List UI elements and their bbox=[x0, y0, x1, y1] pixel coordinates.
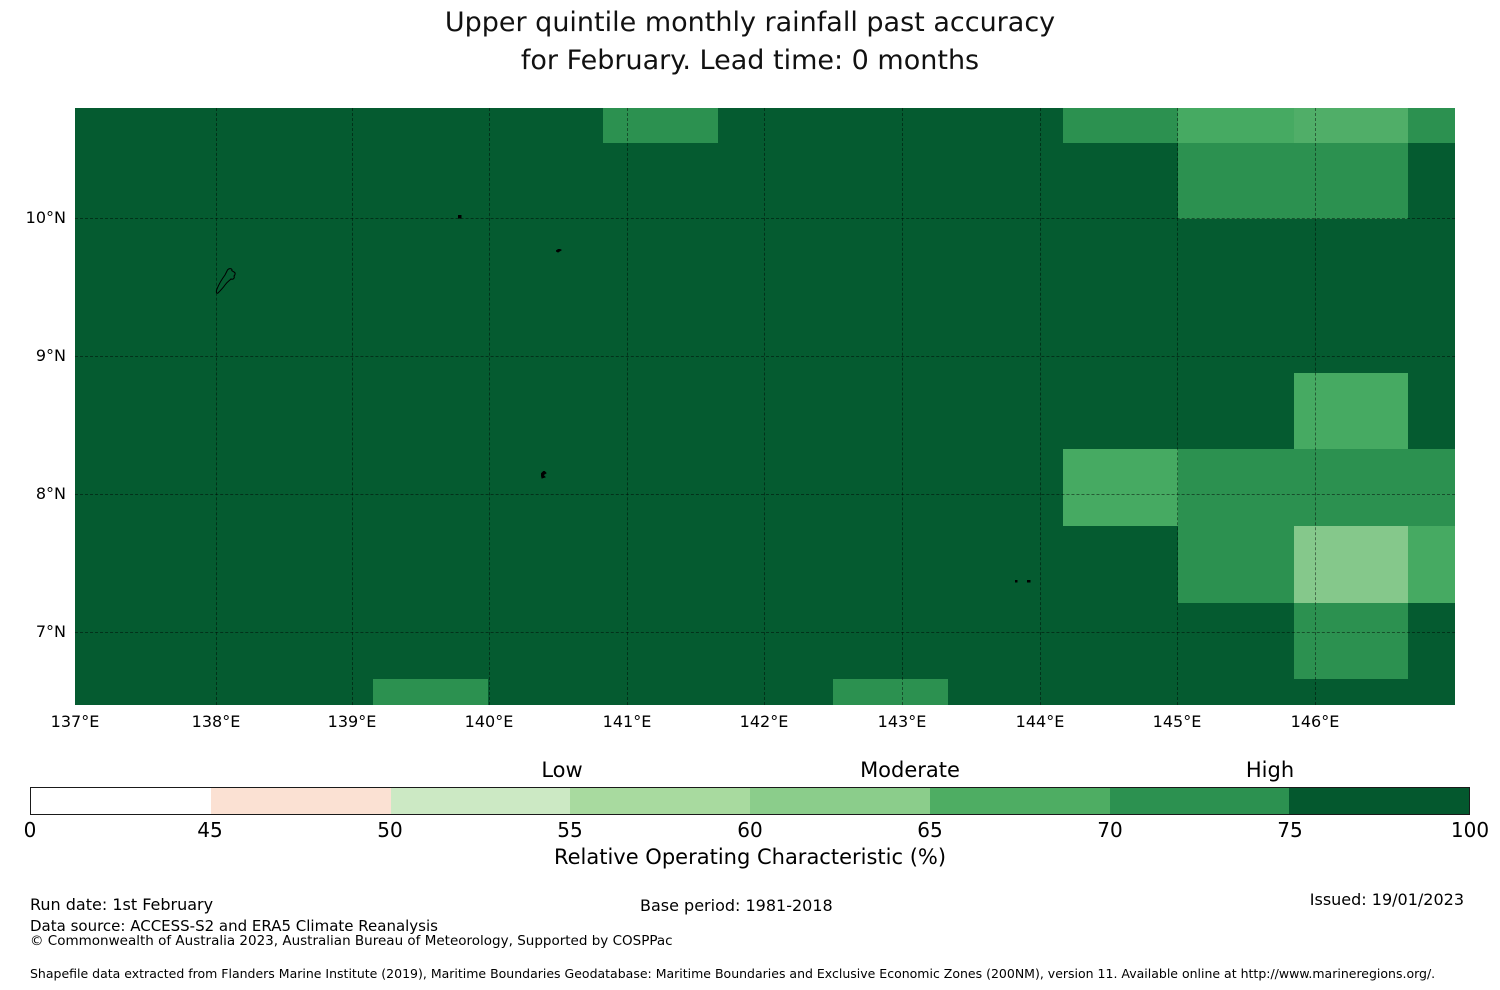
x-tick-label: 144°E bbox=[1015, 712, 1065, 731]
data-source-text: Data source: ACCESS-S2 and ERA5 Climate … bbox=[30, 917, 438, 935]
y-tick-label: 7°N bbox=[35, 622, 66, 641]
colorbar-tick-label: 70 bbox=[1097, 818, 1123, 842]
x-tick-label: 146°E bbox=[1290, 712, 1340, 731]
y-tick-label: 8°N bbox=[35, 484, 66, 503]
gridline-horizontal bbox=[75, 218, 1455, 219]
gridline-vertical bbox=[902, 108, 903, 705]
colorbar-segment bbox=[210, 788, 391, 814]
map-cell bbox=[1063, 449, 1178, 526]
map-cell bbox=[1294, 526, 1408, 603]
gridline-vertical bbox=[216, 108, 217, 705]
colorbar-axis-label: Relative Operating Characteristic (%) bbox=[553, 845, 947, 869]
colorbar-category-label: Moderate bbox=[860, 758, 960, 782]
islet-dot-5-icon bbox=[1027, 580, 1031, 583]
map-cell bbox=[1178, 526, 1294, 603]
gridline-vertical bbox=[764, 108, 765, 705]
map-cell bbox=[1294, 108, 1408, 143]
copyright-text: © Commonwealth of Australia 2023, Austra… bbox=[30, 933, 673, 949]
gridline-vertical bbox=[1177, 108, 1178, 705]
colorbar-tick-label: 0 bbox=[23, 818, 37, 842]
x-tick-label: 137°E bbox=[50, 712, 100, 731]
colorbar-category-label: Low bbox=[541, 758, 583, 782]
colorbar-tick-label: 55 bbox=[557, 818, 583, 842]
colorbar bbox=[30, 787, 1470, 815]
colorbar-tick-label: 50 bbox=[377, 818, 403, 842]
map-panel bbox=[75, 108, 1455, 705]
map-cell bbox=[1408, 108, 1455, 143]
colorbar-category-label: High bbox=[1245, 758, 1295, 782]
x-tick-label: 139°E bbox=[327, 712, 377, 731]
chart-title-line2: for February. Lead time: 0 months bbox=[520, 45, 980, 76]
islet-dot-1-icon bbox=[458, 215, 462, 219]
islet-dot-4-icon bbox=[1015, 580, 1018, 583]
map-cell bbox=[833, 679, 948, 705]
colorbar-segment bbox=[1109, 788, 1290, 814]
gridline-horizontal bbox=[75, 356, 1455, 357]
base-period-text: Base period: 1981-2018 bbox=[640, 896, 833, 915]
y-tick-label: 10°N bbox=[25, 208, 66, 227]
x-tick-label: 142°E bbox=[739, 712, 789, 731]
x-tick-label: 141°E bbox=[602, 712, 652, 731]
colorbar-tick-label: 60 bbox=[737, 818, 763, 842]
map-cell bbox=[1408, 526, 1455, 603]
issued-date-text: Issued: 19/01/2023 bbox=[1309, 890, 1464, 909]
run-date-text: Run date: 1st February bbox=[30, 895, 214, 914]
gridline-horizontal bbox=[75, 494, 1455, 495]
map-cell bbox=[1178, 449, 1455, 526]
colorbar-segment bbox=[1289, 788, 1469, 814]
colorbar-segment bbox=[390, 788, 571, 814]
x-tick-label: 145°E bbox=[1152, 712, 1202, 731]
map-cell bbox=[1063, 108, 1178, 143]
colorbar-segment bbox=[31, 788, 211, 814]
colorbar-segment bbox=[750, 788, 930, 814]
map-cell bbox=[603, 108, 718, 143]
colorbar-segment bbox=[570, 788, 750, 814]
gridline-vertical bbox=[352, 108, 353, 705]
chart-title-line1: Upper quintile monthly rainfall past acc… bbox=[444, 7, 1056, 38]
gridline-vertical bbox=[1040, 108, 1041, 705]
x-tick-label: 138°E bbox=[191, 712, 241, 731]
islet-dot-2-icon bbox=[556, 249, 562, 253]
colorbar-tick-label: 100 bbox=[1450, 818, 1490, 842]
colorbar-tick-label: 45 bbox=[197, 818, 223, 842]
colorbar-segment bbox=[929, 788, 1110, 814]
shapefile-note-text: Shapefile data extracted from Flanders M… bbox=[30, 966, 1436, 981]
x-tick-label: 143°E bbox=[877, 712, 927, 731]
map-cell bbox=[1294, 373, 1408, 449]
map-cell bbox=[1178, 143, 1408, 219]
palau-island-outline-icon bbox=[215, 268, 236, 294]
colorbar-tick-label: 75 bbox=[1277, 818, 1303, 842]
islet-dot-3-icon bbox=[541, 471, 547, 479]
x-tick-label: 140°E bbox=[464, 712, 514, 731]
map-cell bbox=[373, 679, 488, 705]
chart-title: Upper quintile monthly rainfall past acc… bbox=[0, 4, 1500, 80]
gridline-vertical bbox=[627, 108, 628, 705]
y-tick-label: 9°N bbox=[35, 346, 66, 365]
gridline-vertical bbox=[489, 108, 490, 705]
gridline-vertical bbox=[1315, 108, 1316, 705]
map-cell bbox=[1178, 108, 1294, 143]
gridline-horizontal bbox=[75, 632, 1455, 633]
map-cell bbox=[1294, 603, 1408, 679]
colorbar-tick-label: 65 bbox=[917, 818, 943, 842]
